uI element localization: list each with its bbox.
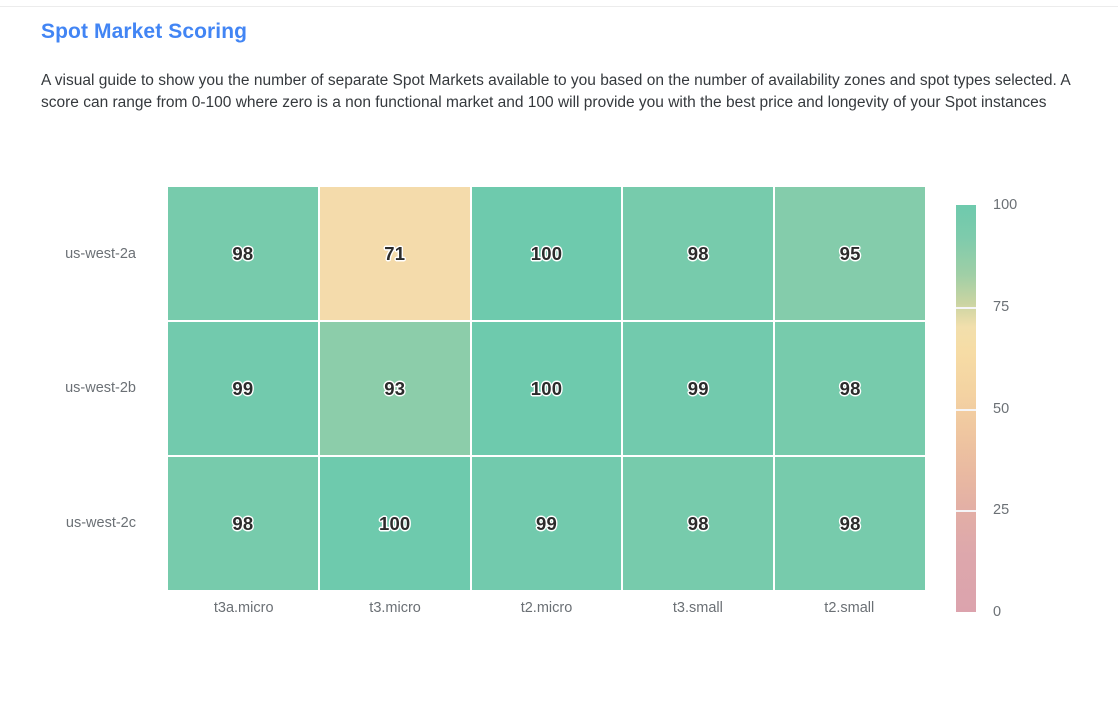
- heatmap-cell[interactable]: 71: [319, 187, 470, 320]
- colorbar-tick-label: 0: [993, 604, 1002, 620]
- y-axis-tick-label: us-west-2b: [65, 380, 136, 397]
- x-axis-tick-label: t3.small: [672, 600, 723, 616]
- heatmap-cell[interactable]: 98: [168, 457, 318, 590]
- heatmap-cell-value: 98: [839, 377, 861, 399]
- y-axis-tick-label: us-west-2a: [65, 246, 136, 263]
- colorbar-tick-label: 50: [993, 400, 1010, 417]
- heatmap-cell[interactable]: 98: [623, 457, 774, 590]
- heatmap-cell[interactable]: 98: [775, 322, 925, 455]
- heatmap-cell[interactable]: 100: [319, 457, 470, 590]
- heatmap-cell-value: 99: [536, 512, 557, 534]
- heatmap-cell[interactable]: 98: [775, 457, 925, 590]
- heatmap-cell[interactable]: 99: [471, 457, 622, 590]
- x-axis-tick-label: t2.micro: [520, 600, 573, 616]
- colorbar-tick-label: 25: [993, 502, 1010, 519]
- heatmap-cell[interactable]: 100: [471, 187, 622, 320]
- heatmap-cell-value: 100: [378, 512, 411, 534]
- x-axis-tick-label: t3a.micro: [213, 600, 274, 616]
- page-title: Spot Market Scoring: [41, 20, 248, 43]
- heatmap-x-axis: t3a.micro t3.micro t2.micro t3.small t2.smal…: [168, 600, 925, 628]
- x-axis-tick-label: t2.small: [824, 600, 875, 616]
- heatmap-colorbar: [956, 205, 976, 612]
- heatmap-cell-value: 98: [232, 512, 254, 534]
- heatmap-cell-value: 99: [687, 377, 709, 399]
- y-axis-tick-label: us-west-2c: [65, 514, 136, 531]
- heatmap-cell-value: 95: [839, 242, 861, 264]
- colorbar-tick-label: 75: [993, 298, 1010, 315]
- panel-top-divider: [0, 6, 1118, 7]
- heatmap-y-axis: us-west-2a us-west-2b us-west-2c: [0, 187, 152, 590]
- heatmap-cell[interactable]: 99: [168, 322, 318, 455]
- heatmap-cell-value: 98: [687, 242, 709, 264]
- heatmap-cell[interactable]: 98: [623, 187, 774, 320]
- heatmap-cell-value: 98: [687, 512, 709, 534]
- heatmap-cell[interactable]: 100: [471, 322, 622, 455]
- colorbar-tick-mark: [956, 408, 976, 411]
- heatmap-cell-value: 71: [384, 242, 406, 264]
- heatmap-cell-value: 98: [232, 242, 254, 264]
- heatmap-cell-value: 100: [530, 377, 563, 399]
- heatmap-cell[interactable]: 93: [319, 322, 470, 455]
- heatmap-cell-value: 100: [530, 242, 563, 264]
- colorbar-tick-mark: [956, 510, 976, 513]
- heatmap-cell[interactable]: 99: [623, 322, 774, 455]
- heatmap-cell[interactable]: 98: [168, 187, 318, 320]
- x-axis-tick-label: t3.micro: [369, 600, 421, 616]
- heatmap-grid[interactable]: 98 71 100 98 95 99 93 100 99 98 98 100 99 98 98: [168, 187, 925, 590]
- colorbar-tick-label: 100: [993, 197, 1018, 213]
- heatmap-cell-value: 98: [839, 512, 861, 534]
- panel-description: A visual guide to show you the number of…: [41, 72, 1070, 111]
- colorbar-tick-labels: 100 75 50 25 0: [993, 0, 1053, 710]
- heatmap-cell-value: 99: [232, 377, 254, 399]
- heatmap-cell-value: 93: [384, 377, 406, 399]
- colorbar-tick-mark: [956, 306, 976, 309]
- heatmap-cell[interactable]: 95: [775, 187, 925, 320]
